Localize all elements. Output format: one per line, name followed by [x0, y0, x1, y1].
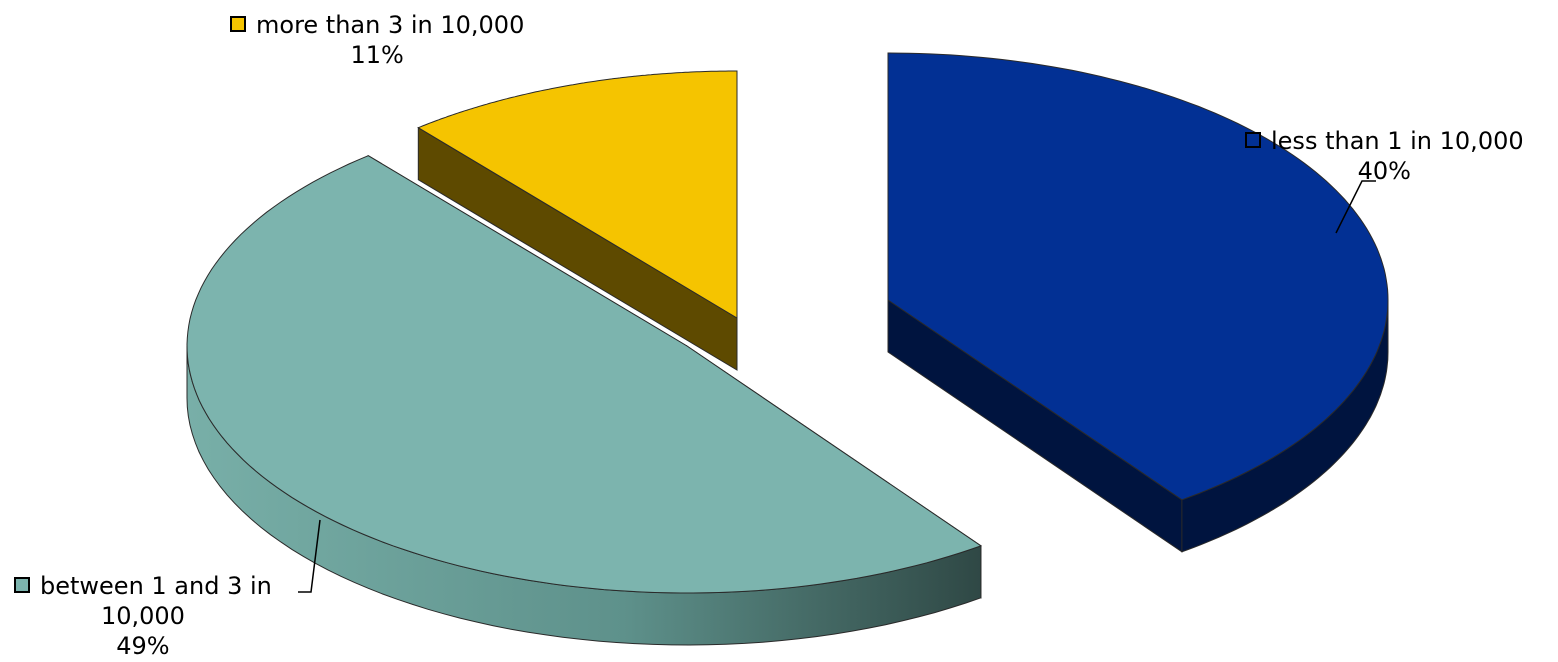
slice-label-line2: 10,000	[100, 602, 185, 630]
slice-percent-between-1-and-3: 49%	[116, 632, 170, 660]
slice-label-less-than-1: less than 1 in 10,000 40%	[1245, 126, 1524, 186]
slice-2-top-face	[417, 70, 738, 319]
slice-1-top-face	[186, 155, 982, 594]
slice-label-between-1-and-3: between 1 and 3 in 10,000 49%	[14, 571, 272, 661]
slice-0-top-face	[887, 52, 1389, 501]
leader-line-0	[1335, 180, 1376, 234]
slice-label-more-than-3: more than 3 in 10,000 11%	[230, 10, 524, 70]
legend-swatch-yellow	[230, 16, 246, 32]
legend-swatch-teal	[14, 577, 30, 593]
leader-line-1	[298, 519, 321, 593]
slice-percent-less-than-1: 40%	[1357, 157, 1411, 185]
slice-percent-more-than-3: 11%	[350, 41, 404, 69]
legend-swatch-blue	[1245, 132, 1261, 148]
